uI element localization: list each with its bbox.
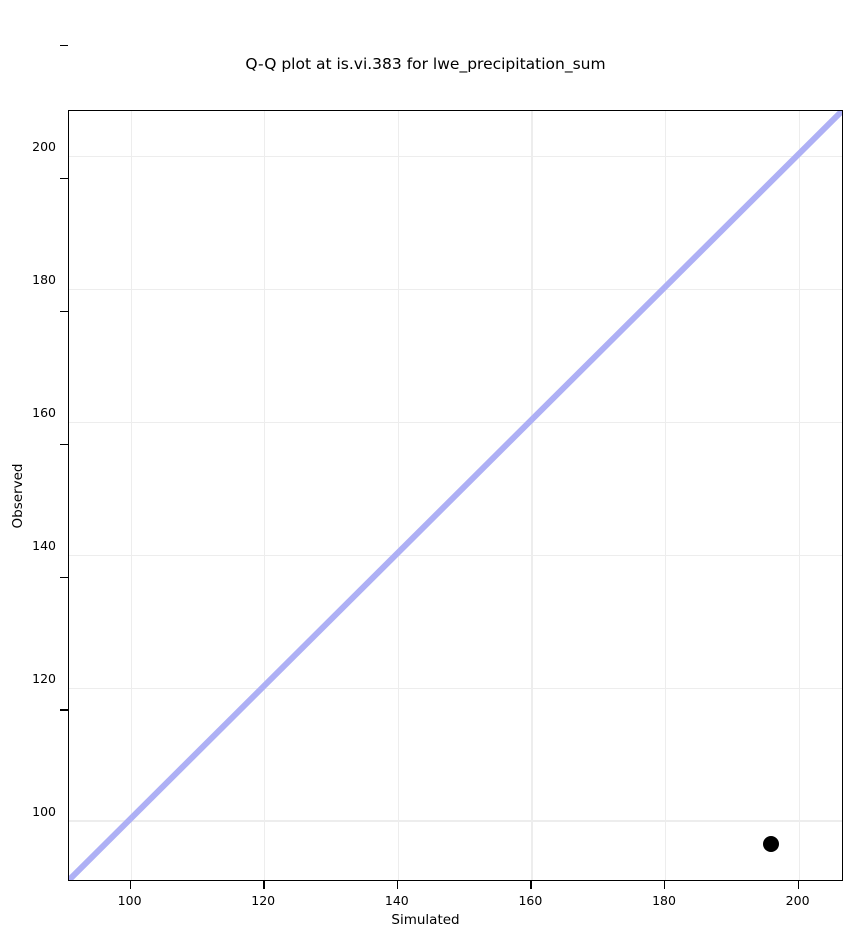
ticklabel-x-200: 200 (785, 893, 810, 908)
one-to-one-reference-line (69, 111, 842, 880)
tick-y-100 (60, 709, 68, 711)
gridline-y-180 (69, 288, 842, 290)
tick-x-120 (263, 881, 265, 889)
gridline-y-160 (69, 421, 842, 423)
gridline-x-100 (130, 111, 132, 880)
tick-x-200 (797, 881, 799, 889)
ticklabel-x-180: 180 (652, 893, 676, 908)
tick-x-140 (396, 881, 399, 889)
tick-y-160 (60, 310, 68, 313)
data-point (763, 836, 779, 853)
gridline-x-180 (665, 111, 667, 880)
ticklabel-y-140: 140 (32, 537, 56, 553)
ticklabel-y-120: 120 (32, 670, 56, 686)
ticklabel-y-160: 160 (32, 404, 56, 420)
tick-x-100 (129, 881, 131, 889)
ticklabel-x-120: 120 (251, 893, 276, 908)
gridline-x-120 (264, 111, 266, 880)
ticklabel-x-100: 100 (117, 893, 142, 908)
gridline-y-140 (69, 554, 842, 556)
ticklabel-y-200: 200 (32, 139, 56, 155)
y-axis-label: Observed (10, 463, 26, 529)
gridline-x-200 (798, 111, 800, 880)
tick-y-180 (60, 177, 68, 180)
gridline-y-120 (69, 687, 842, 689)
gridline-y-200 (69, 155, 842, 158)
plot-area (68, 110, 843, 881)
ticklabel-y-180: 180 (32, 272, 56, 287)
tick-y-140 (60, 443, 68, 445)
tick-x-180 (664, 881, 666, 889)
gridline-y-100 (69, 820, 842, 822)
x-axis-label: Simulated (391, 912, 460, 928)
ticklabel-x-160: 160 (518, 893, 543, 908)
chart-title-line-1: Q-Q plot at is.vi.383 for lwe_precipitat… (245, 55, 606, 73)
tick-x-160 (530, 881, 532, 889)
gridline-x-160 (531, 111, 533, 880)
tick-y-200 (60, 44, 68, 47)
tick-y-120 (60, 576, 68, 578)
ticklabel-x-140: 140 (384, 893, 409, 908)
ticklabel-y-100: 100 (32, 803, 56, 819)
gridline-x-140 (397, 111, 399, 880)
